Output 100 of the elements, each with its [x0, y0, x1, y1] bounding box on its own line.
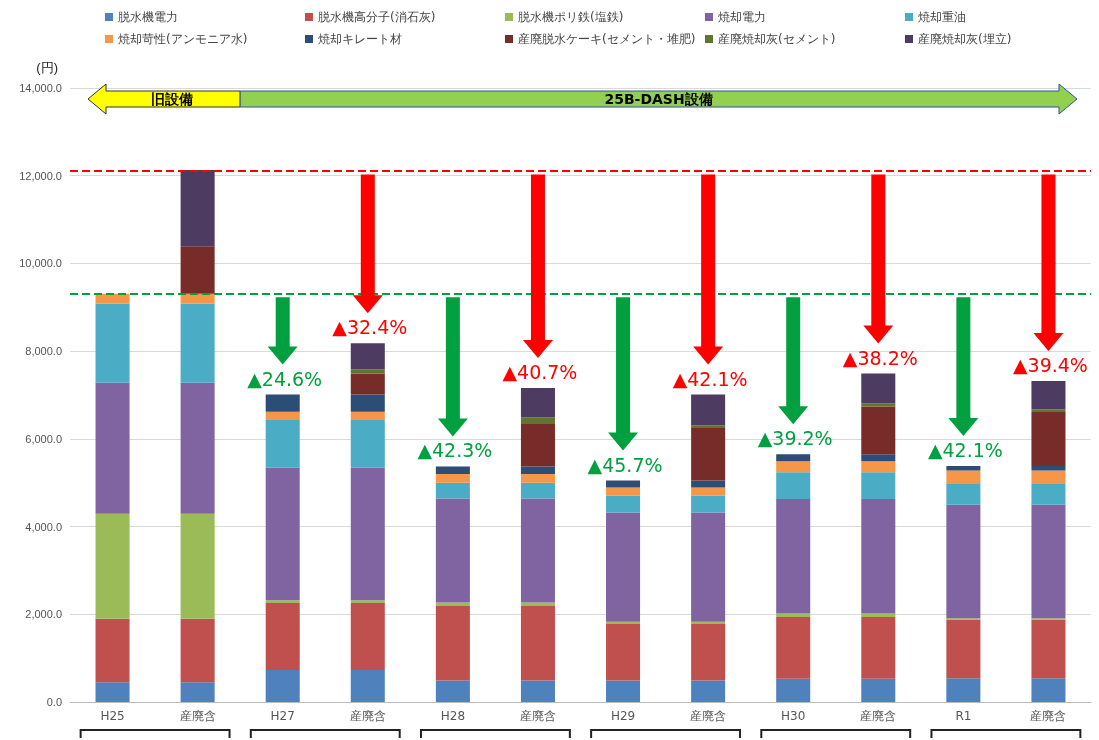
annotation: ▲40.7%: [502, 360, 578, 383]
bar: [1031, 678, 1066, 702]
y-tick-label: 6,000.0: [25, 432, 62, 445]
bar: [861, 678, 896, 702]
annotation: ▲45.7%: [587, 453, 663, 476]
bar: [606, 623, 641, 681]
bar: [95, 382, 130, 514]
bar: [1031, 380, 1066, 410]
bar: [520, 466, 555, 474]
x-tick-label: 産廃含: [349, 709, 386, 723]
bar: [350, 369, 385, 374]
bar: [861, 454, 896, 462]
x-tick-label: H25: [100, 709, 125, 723]
bar: [95, 682, 130, 702]
bar: [606, 480, 641, 488]
bar: [776, 498, 811, 614]
bar: [691, 512, 726, 622]
bar: [691, 495, 726, 513]
bar: [435, 482, 470, 499]
x-tick-label: H29: [610, 709, 636, 723]
bar: [606, 621, 641, 624]
bar: [776, 454, 811, 462]
bar: [691, 480, 726, 488]
bar: [180, 382, 215, 514]
bar: [180, 170, 215, 247]
annotation: 旧設備: [151, 91, 194, 107]
bar: [520, 605, 555, 681]
bar: [776, 613, 811, 617]
bar: [861, 498, 896, 614]
x-tick-label: 産廃含: [860, 709, 897, 723]
bar: [265, 602, 300, 670]
bar: [861, 403, 896, 407]
bar: [180, 303, 215, 383]
bar: [350, 420, 385, 468]
bar: [691, 623, 726, 681]
y-tick-label: 2,000.0: [25, 608, 62, 621]
legend-label: 脱水機ポリ鉄(塩鉄): [518, 10, 624, 24]
bar: [1031, 412, 1066, 467]
bar: [861, 472, 896, 499]
y-tick-label: 8,000.0: [25, 345, 62, 358]
bar: [180, 682, 215, 702]
bar: [350, 394, 385, 412]
bar: [265, 467, 300, 601]
legend-label: 産廃脱水ケーキ(セメント・堆肥): [518, 32, 696, 46]
bar: [520, 680, 555, 702]
x-tick-label: 産廃含: [1030, 709, 1067, 723]
legend-label: 焼却重油: [918, 10, 966, 24]
bar: [946, 470, 981, 484]
bar: [95, 293, 130, 304]
x-tick-label: H27: [270, 709, 295, 723]
x-tick-label: H30: [781, 709, 806, 723]
bar: [435, 498, 470, 603]
bar: [520, 482, 555, 499]
bar: [95, 513, 130, 619]
bar: [1031, 504, 1066, 619]
legend-label: 焼却苛性(アンモニア水): [118, 32, 248, 46]
bar: [520, 387, 555, 418]
legend-label: 産廃焼却灰(セメント): [718, 32, 836, 46]
bar: [265, 420, 300, 468]
bar: [606, 512, 641, 622]
bar: [180, 513, 215, 619]
bar: [520, 423, 555, 467]
bar: [435, 605, 470, 681]
bar: [861, 406, 896, 455]
annotation: ▲42.1%: [672, 367, 748, 390]
bar: [946, 678, 981, 702]
bar: [180, 293, 215, 304]
annotation: ▲39.2%: [757, 427, 833, 450]
annotation: ▲32.4%: [332, 316, 408, 339]
bar: [95, 303, 130, 383]
bar: [350, 411, 385, 420]
annotation: ▲38.2%: [842, 346, 918, 369]
bar: [265, 669, 300, 702]
bar: [435, 466, 470, 474]
legend-label: 脱水機高分子(消石灰): [318, 10, 436, 24]
x-tick-label: R1: [955, 709, 972, 723]
bar: [776, 678, 811, 702]
bar: [861, 613, 896, 617]
bar: [435, 602, 470, 606]
y-tick-label: 0.0: [46, 696, 62, 708]
annotation: ▲42.1%: [927, 439, 1003, 462]
bar: [691, 680, 726, 702]
bar: [1031, 466, 1066, 471]
bar: [1031, 619, 1066, 679]
bar: [180, 618, 215, 683]
bar: [776, 472, 811, 499]
bar: [861, 461, 896, 473]
bar: [520, 473, 555, 483]
bar: [691, 621, 726, 624]
x-tick-label: H28: [440, 709, 466, 723]
bar: [776, 616, 811, 679]
legend-label: 脱水機電力: [118, 10, 178, 24]
annotation: ▲39.4%: [1012, 353, 1088, 376]
bar: [861, 616, 896, 679]
bar: [946, 619, 981, 679]
bar: [350, 373, 385, 395]
bar: [95, 618, 130, 683]
legend-label: 焼却電力: [718, 10, 766, 24]
legend-label: 産廃焼却灰(埋立): [918, 32, 1012, 46]
bar: [180, 246, 215, 294]
